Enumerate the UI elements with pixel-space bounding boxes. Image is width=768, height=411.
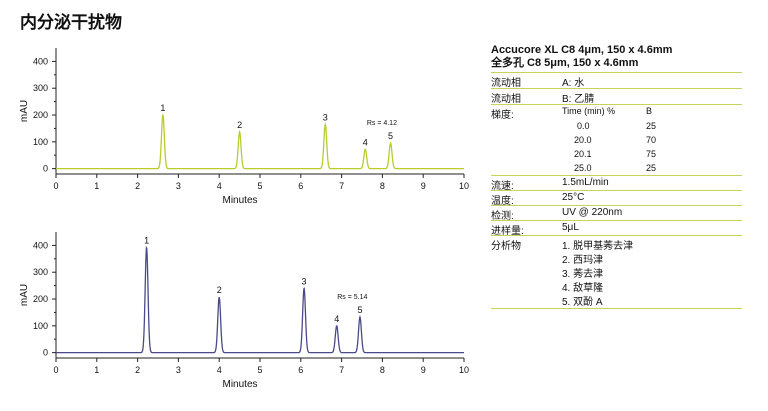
gradient-time-0: 0.0 <box>577 121 590 131</box>
flow-label: 流速: <box>491 181 514 192</box>
y-tick-label: 300 <box>33 267 48 277</box>
x-tick-label: 10 <box>459 181 469 191</box>
y-tick-label: 0 <box>43 348 48 358</box>
gradient-header-b: B <box>646 106 653 116</box>
mobile-phase-a-value: A: 水 <box>562 78 585 89</box>
peak-label-5: 5 <box>388 131 393 141</box>
peak-label-4: 4 <box>334 314 339 324</box>
x-tick-label: 5 <box>257 365 262 375</box>
temperature-label: 温度: <box>491 196 514 207</box>
peak-label-1: 1 <box>144 236 149 246</box>
y-tick-label: 0 <box>43 164 48 174</box>
y-axis-title: mAU <box>19 100 30 122</box>
injection-row: 进样量: 5μL <box>491 221 742 237</box>
gradient-b-1: 70 <box>646 135 657 145</box>
y-tick-label: 400 <box>33 56 48 66</box>
gradient-time-1: 20.0 <box>574 135 592 145</box>
x-tick-label: 2 <box>135 181 140 191</box>
x-tick-label: 4 <box>217 181 222 191</box>
resolution-label: Rs = 5.14 <box>337 294 367 301</box>
peak-label-3: 3 <box>323 112 328 122</box>
analyte-3: 3. 莠去津 <box>562 269 604 280</box>
column-title-2: 全多孔 C8 5μm, 150 x 4.6mm <box>491 57 639 69</box>
injection-label: 进样量: <box>491 226 524 237</box>
analytes-row: 分析物 1. 脱甲基莠去津 2. 西玛津 3. 莠去津 4. 敌草隆 5. 双酚… <box>491 236 742 309</box>
x-tick-label: 3 <box>176 365 181 375</box>
peak-label-3: 3 <box>302 276 307 286</box>
detection-value: UV @ 220nm <box>562 207 623 218</box>
detection-label: 检测: <box>491 211 514 222</box>
peak-label-2: 2 <box>217 285 222 295</box>
injection-value: 5μL <box>562 222 579 233</box>
x-tick-label: 9 <box>421 181 426 191</box>
y-tick-label: 200 <box>33 110 48 120</box>
chromatogram-trace <box>56 245 464 354</box>
flow-row: 流速: 1.5mL/min <box>491 176 742 192</box>
y-tick-label: 100 <box>33 137 48 147</box>
x-tick-label: 1 <box>94 181 99 191</box>
x-tick-label: 4 <box>217 365 222 375</box>
x-tick-label: 0 <box>53 181 58 191</box>
peak-label-1: 1 <box>160 103 165 113</box>
analyte-4: 4. 敌草隆 <box>562 283 604 294</box>
chromatogram-bottom: 0 1 2 3 4 5 6 7 8 9 100100200300400MinutesmAU12345… <box>19 232 469 390</box>
analyte-2: 2. 西玛津 <box>562 255 604 266</box>
chromatogram-trace <box>56 113 464 170</box>
temperature-row: 温度: 25°C <box>491 191 742 207</box>
flow-value: 1.5mL/min <box>562 177 609 188</box>
y-tick-label: 300 <box>33 83 48 93</box>
gradient-header-time: Time (min) % <box>562 106 616 116</box>
page-title: 内分泌干扰物 <box>20 13 122 33</box>
peak-label-2: 2 <box>237 120 242 130</box>
gradient-b-2: 75 <box>646 149 657 159</box>
y-axis-title: mAU <box>19 284 30 306</box>
x-tick-label: 8 <box>380 365 385 375</box>
mobile-phase-b-label: 流动相 <box>491 94 521 105</box>
gradient-b-0: 25 <box>646 121 657 131</box>
column-title-1: Accucore XL C8 4μm, 150 x 4.6mm <box>491 44 673 56</box>
x-tick-label: 8 <box>380 181 385 191</box>
x-tick-label: 6 <box>298 365 303 375</box>
conditions-panel: Accucore XL C8 4μm, 150 x 4.6mm 全多孔 C8 5… <box>491 44 742 309</box>
gradient-row: 梯度: Time (min) % B 0.0 25 20.0 70 20.1 7… <box>491 105 742 176</box>
analyte-1: 1. 脱甲基莠去津 <box>562 241 634 252</box>
y-tick-label: 100 <box>33 321 48 331</box>
mobile-phase-a-label: 流动相 <box>491 78 521 89</box>
y-tick-label: 200 <box>33 294 48 304</box>
detection-row: 检测: UV @ 220nm <box>491 206 742 222</box>
x-tick-label: 7 <box>339 181 344 191</box>
x-tick-label: 1 <box>94 365 99 375</box>
mobile-phase-a-row: 流动相 A: 水 <box>491 72 742 89</box>
mobile-phase-b-value: B: 乙腈 <box>562 94 595 105</box>
x-tick-label: 0 <box>53 365 58 375</box>
analytes-label: 分析物 <box>491 241 521 252</box>
gradient-label: 梯度: <box>491 110 514 121</box>
resolution-label: Rs = 4.12 <box>367 120 397 127</box>
peak-label-4: 4 <box>363 137 368 147</box>
x-axis-title: Minutes <box>222 379 257 390</box>
gradient-b-3: 25 <box>646 163 657 173</box>
x-axis-title: Minutes <box>222 195 257 206</box>
x-tick-label: 2 <box>135 365 140 375</box>
analyte-5: 5. 双酚 A <box>562 297 603 308</box>
gradient-time-3: 25.0 <box>574 163 592 173</box>
x-tick-label: 7 <box>339 365 344 375</box>
x-tick-label: 9 <box>421 365 426 375</box>
gradient-time-2: 20.1 <box>574 149 592 159</box>
x-tick-label: 10 <box>459 365 469 375</box>
temperature-value: 25°C <box>562 192 585 203</box>
mobile-phase-b-row: 流动相 B: 乙腈 <box>491 89 742 105</box>
x-tick-label: 6 <box>298 181 303 191</box>
peak-label-5: 5 <box>357 305 362 315</box>
x-tick-label: 5 <box>257 181 262 191</box>
y-tick-label: 400 <box>33 240 48 250</box>
x-tick-label: 3 <box>176 181 181 191</box>
